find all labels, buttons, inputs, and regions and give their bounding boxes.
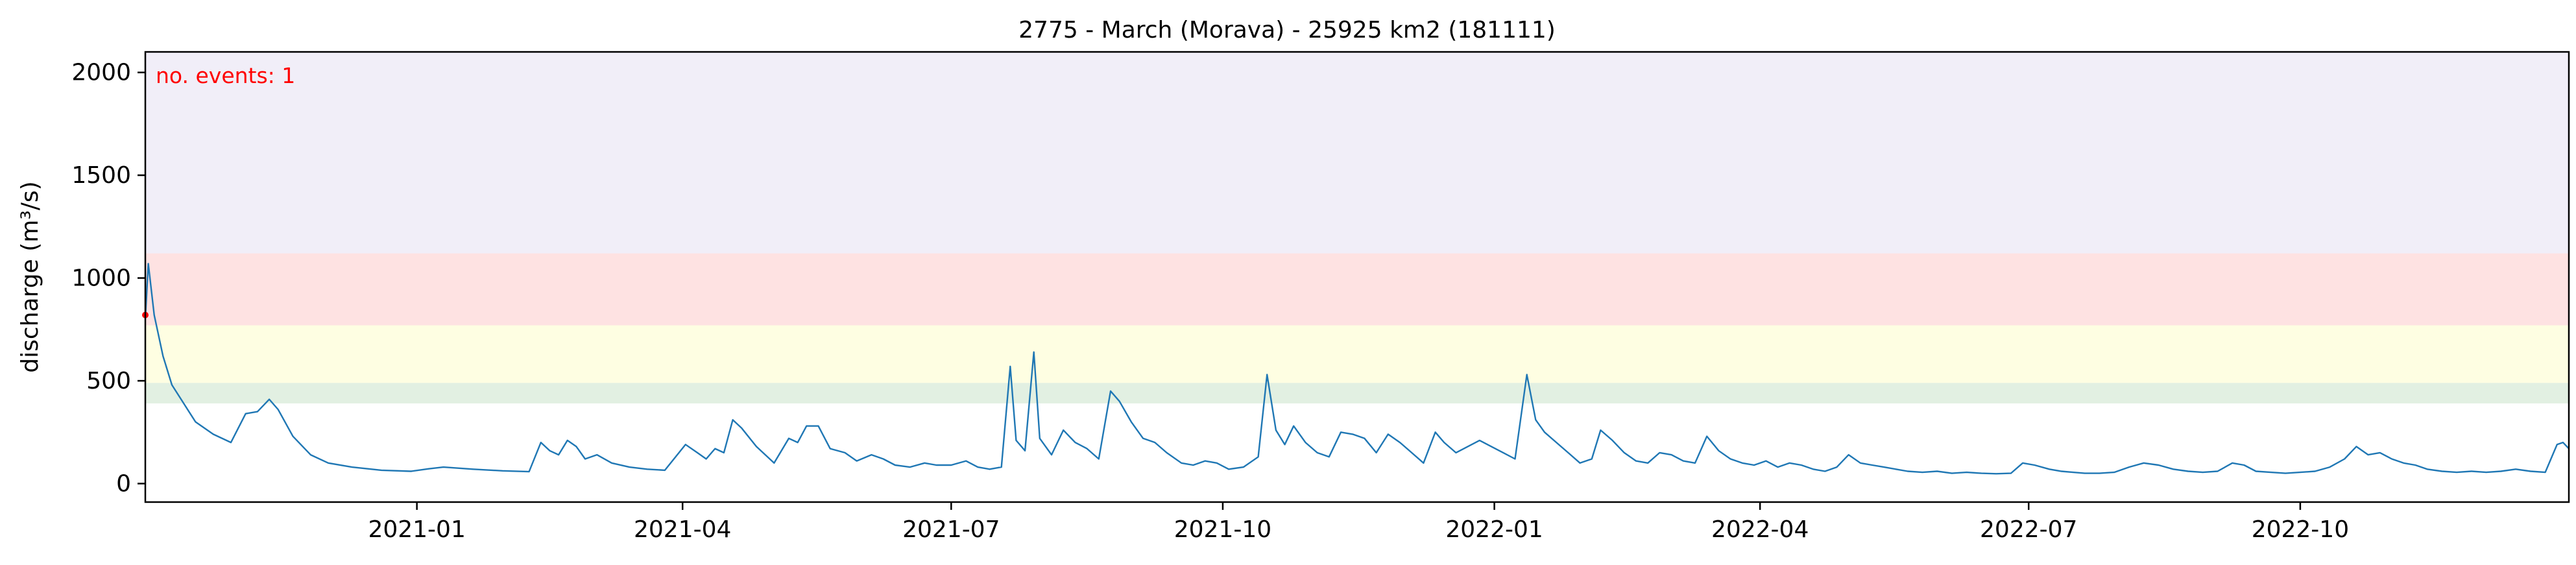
- event-count-annotation: no. events: 1: [156, 63, 295, 88]
- x-tick-label: 2021-10: [1174, 516, 1271, 543]
- threshold-bands: [145, 52, 2569, 403]
- x-tick-label: 2022-01: [1445, 516, 1543, 543]
- y-tick-label: 2000: [71, 60, 131, 86]
- y-axis-label: discharge (m³/s): [17, 181, 43, 372]
- threshold-band-2: [145, 325, 2569, 383]
- x-tick-label: 2021-04: [634, 516, 731, 543]
- discharge-series-line: [144, 263, 2570, 475]
- chart-title: 2775 - March (Morava) - 25925 km2 (18111…: [1018, 17, 1556, 43]
- y-axis: 0 500 1000 1500 2000: [71, 60, 145, 497]
- y-tick-label: 0: [116, 470, 131, 497]
- x-axis: 2021-01 2021-04 2021-07 2021-10 2022-01 2022-…: [368, 502, 2349, 543]
- series-layer: [144, 263, 2570, 475]
- threshold-band-3: [145, 253, 2569, 326]
- x-tick-label: 2022-07: [1980, 516, 2077, 543]
- threshold-band-4: [145, 52, 2569, 254]
- y-tick-label: 1500: [71, 162, 131, 189]
- plot-frame: [144, 51, 2570, 503]
- x-tick-label: 2022-10: [2252, 516, 2349, 543]
- y-tick-label: 500: [86, 368, 131, 394]
- threshold-band-1: [145, 383, 2569, 403]
- y-tick-label: 1000: [71, 265, 131, 292]
- x-tick-label: 2021-07: [902, 516, 1000, 543]
- x-tick-label: 2022-04: [1711, 516, 1809, 543]
- x-tick-label: 2021-01: [368, 516, 465, 543]
